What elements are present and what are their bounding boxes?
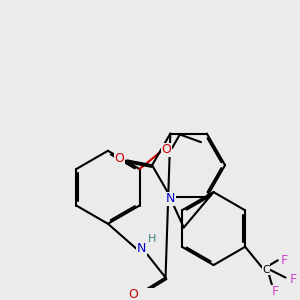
Text: O: O bbox=[128, 288, 138, 300]
Text: C: C bbox=[262, 265, 270, 275]
Text: N: N bbox=[166, 192, 175, 205]
Text: F: F bbox=[272, 286, 278, 298]
Text: O: O bbox=[115, 152, 124, 165]
Text: F: F bbox=[290, 273, 297, 286]
Text: N: N bbox=[137, 242, 146, 255]
Text: O: O bbox=[161, 143, 171, 156]
Text: H: H bbox=[148, 234, 156, 244]
Text: F: F bbox=[281, 254, 288, 267]
